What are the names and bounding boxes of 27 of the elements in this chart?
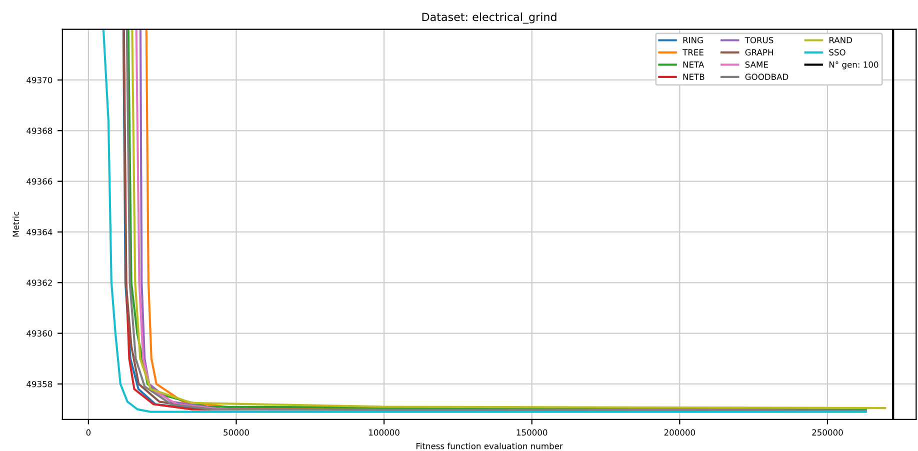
legend-label: GRAPH [745,49,773,56]
legend-label: NETA [683,62,704,68]
legend-label: N° gen: 100 [829,61,878,70]
legend-label: SAME [745,61,768,68]
x-tick-label: 200000 [664,429,696,436]
legend-label: TORUS [744,36,774,44]
y-axis-title: Metric [12,212,20,237]
legend-label: GOODBAD [745,74,788,80]
legend-label: TREE [682,49,704,56]
legend-label: NETB [683,74,704,80]
legend-label: RING [683,36,703,44]
x-tick-label: 150000 [516,429,548,436]
y-tick-label: 49362 [26,280,52,286]
y-tick-label: 49364 [26,228,52,236]
x-tick-label: 50000 [224,429,249,436]
x-axis-title: Fitness function evaluation number [416,442,563,450]
legend-label: RAND [829,37,852,44]
y-tick-label: 49360 [26,330,52,337]
legend-label: SSO [829,49,846,56]
y-tick-label: 49370 [26,76,52,84]
x-tick-label: 100000 [369,429,400,436]
y-tick-label: 49368 [26,128,52,134]
x-tick-label: 0 [86,429,91,436]
y-tick-label: 49366 [26,178,52,185]
x-tick-label: 250000 [812,429,843,436]
y-tick-label: 49358 [26,380,52,388]
chart-title: Dataset: electrical_grind [422,12,556,24]
